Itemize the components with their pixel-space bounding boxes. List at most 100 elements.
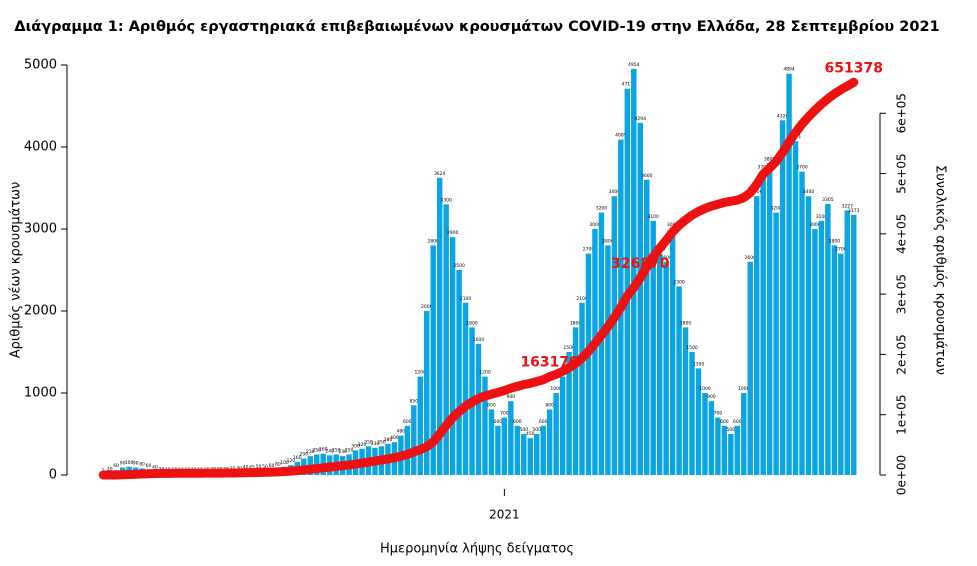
y2-axis-label: Συνολικός αριθμός κρουσμάτων xyxy=(933,165,948,375)
bar-value-label: 3227 xyxy=(842,203,854,209)
bar-value-label: 3000 xyxy=(809,222,821,228)
bar-value-label: 3400 xyxy=(751,189,763,195)
bar xyxy=(449,237,456,475)
bar xyxy=(844,210,851,476)
bar-value-label: 90 xyxy=(120,461,126,467)
bar xyxy=(656,253,663,475)
bar xyxy=(592,229,598,475)
bar xyxy=(488,409,495,475)
x-axis-label: Ημερομηνία λήψης δείγματος xyxy=(380,542,574,557)
bar-value-label: 1300 xyxy=(693,361,705,367)
bar-value-label: 1800 xyxy=(570,320,582,326)
bar-value-label: 480 xyxy=(397,429,406,435)
bar-value-label: 100 xyxy=(280,460,289,466)
bar xyxy=(540,425,546,475)
bar xyxy=(721,425,728,475)
bar xyxy=(482,376,488,475)
bar xyxy=(728,434,734,475)
bar-value-label: 1000 xyxy=(738,386,750,392)
bar-value-label: 3173 xyxy=(848,208,860,214)
bar xyxy=(818,220,825,475)
y2-tick-label: 2e+05 xyxy=(895,334,909,374)
bar-value-label: 2100 xyxy=(460,296,472,302)
bar-value-label: 2600 xyxy=(660,255,672,261)
bar-value-label: 3400 xyxy=(803,189,815,195)
bar xyxy=(766,163,773,475)
bar xyxy=(805,196,812,475)
bar xyxy=(534,434,540,475)
bar xyxy=(514,425,521,475)
bar xyxy=(663,261,669,475)
bar xyxy=(792,141,799,476)
bar xyxy=(624,88,631,475)
bar-value-label: 3600 xyxy=(641,173,653,179)
y-tick-label: 4000 xyxy=(24,140,57,155)
bar-value-label: 900 xyxy=(707,394,716,400)
bar-value-label: 3305 xyxy=(822,197,834,203)
bar xyxy=(741,393,747,475)
bar-value-label: 3100 xyxy=(647,214,659,220)
bar xyxy=(456,270,462,475)
x-tick-label: 2021 xyxy=(489,508,520,522)
bar-value-label: 1800 xyxy=(466,320,478,326)
bar-value-label: 4326 xyxy=(777,113,789,119)
bar xyxy=(605,245,611,475)
bar-value-label: 200 xyxy=(300,452,309,458)
bar xyxy=(579,302,585,475)
bar xyxy=(682,327,689,475)
bar xyxy=(417,376,423,475)
bar-value-label: 3624 xyxy=(434,171,446,177)
bar xyxy=(708,401,715,475)
bar xyxy=(760,171,766,475)
bar-value-label: 2000 xyxy=(421,304,433,310)
bar-value-label: 4894 xyxy=(783,67,795,73)
bar-value-label: 2300 xyxy=(673,279,685,285)
bar xyxy=(566,352,572,475)
bar xyxy=(779,120,786,475)
bar xyxy=(424,311,430,475)
bar xyxy=(559,376,566,475)
bar-value-label: 600 xyxy=(494,419,503,425)
y-axis-label: Αριθμός νέων κρουσμάτων xyxy=(9,182,24,359)
bar-value-label: 320 xyxy=(358,442,367,448)
bar-value-label: 330 xyxy=(371,441,380,447)
y-tick-label: 0 xyxy=(49,468,57,483)
bar-value-label: 260 xyxy=(319,447,328,453)
y-tick-label: 2000 xyxy=(24,304,57,319)
bar-value-label: 700 xyxy=(500,411,509,417)
bar-value-label: 900 xyxy=(507,394,516,400)
bar-value-label: 3300 xyxy=(440,197,452,203)
bar xyxy=(501,417,508,475)
bar-value-label: 40 xyxy=(152,465,158,471)
y-tick-label: 1000 xyxy=(24,386,57,401)
bar xyxy=(825,203,831,476)
bar xyxy=(669,229,676,475)
bar-value-label: 1500 xyxy=(686,345,698,351)
bar-value-label: 3400 xyxy=(609,189,621,195)
bar-value-label: 2700 xyxy=(835,247,847,253)
bar-value-label: 230 xyxy=(338,449,347,455)
bar-value-label: 45 xyxy=(249,464,255,470)
bar-value-label: 600 xyxy=(720,419,729,425)
bar xyxy=(799,171,805,475)
bar-value-label: 450 xyxy=(526,431,535,437)
bar xyxy=(702,393,708,475)
bar xyxy=(773,212,779,475)
bar-value-label: 3000 xyxy=(589,222,601,228)
bar-value-label: 500 xyxy=(727,427,736,433)
bar xyxy=(747,261,753,475)
bar-value-label: 300 xyxy=(351,443,360,449)
bar-value-label: 1200 xyxy=(479,370,491,376)
bar-value-label: 3700 xyxy=(796,165,808,171)
bar-value-label: 800 xyxy=(487,402,496,408)
y2-tick-label: 5e+05 xyxy=(895,153,909,193)
bar-value-label: 60 xyxy=(269,463,275,469)
bar-value-label: 3200 xyxy=(770,206,782,212)
bar-value-label: 350 xyxy=(364,439,373,445)
bar-value-label: 2800 xyxy=(602,238,614,244)
bar-value-label: 60 xyxy=(146,463,152,469)
line-value-label: 326870 xyxy=(611,256,670,272)
bar-value-label: 240 xyxy=(325,448,334,454)
